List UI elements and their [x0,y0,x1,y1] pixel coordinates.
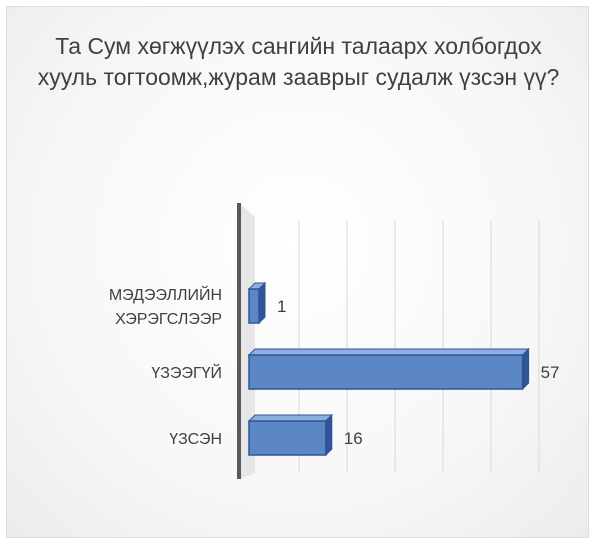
bar-2 [248,354,524,390]
data-label-3: 16 [344,429,363,448]
bar-side-3 [325,413,333,457]
bar-1 [248,288,260,324]
chart-area: Та Сум хөгжүүлэх сангийн талаарх холбогд… [6,6,589,538]
bar-top-2 [247,348,530,356]
axis-depth [239,203,255,479]
bar-top-3 [247,414,334,422]
category-label-1: МЭДЭЭЛЛИЙН ХЭРЭГСЛЭЭР [109,285,222,328]
bar-side-2 [522,347,530,391]
category-label-3: ҮЗСЭН [169,431,222,448]
chart-title: Та Сум хөгжүүлэх сангийн талаарх холбогд… [37,33,560,90]
chart-plot: 1 МЭДЭЭЛЛИЙН ХЭРЭГСЛЭЭР 57 ҮЗЭЭГҮЙ 16 ҮЗСЭН [109,203,560,479]
data-label-2: 57 [541,363,560,382]
category-label-2: ҮЗЭЭГҮЙ [151,363,222,382]
bar-side-1 [258,281,266,325]
data-label-1: 1 [277,297,286,316]
bar-3 [248,420,327,456]
